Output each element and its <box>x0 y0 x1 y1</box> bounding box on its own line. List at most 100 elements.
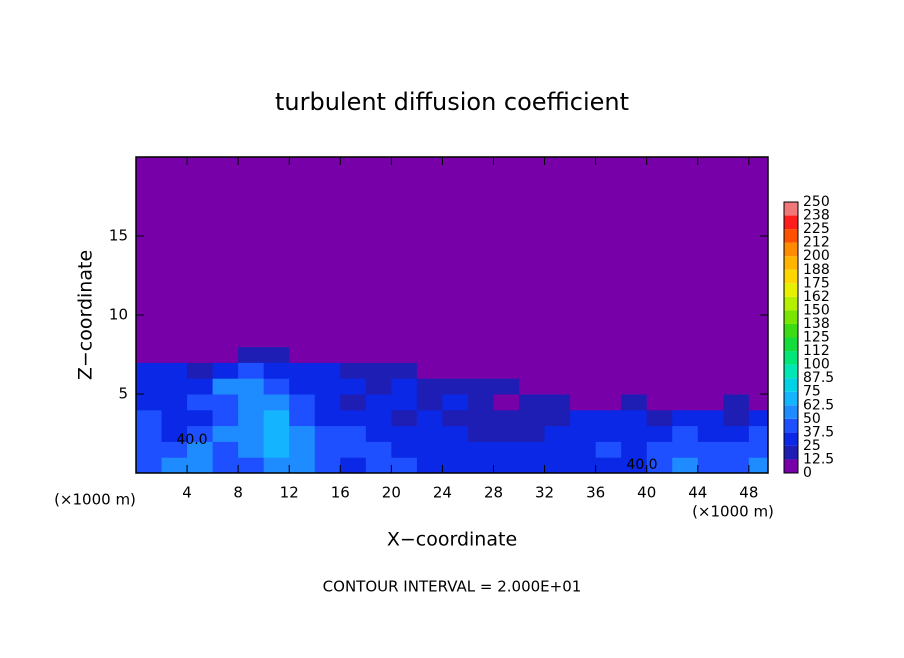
x-tick-label: 44 <box>688 484 707 502</box>
cell <box>672 409 699 427</box>
x-tick-label: 12 <box>280 484 299 502</box>
cell <box>570 457 597 473</box>
cell <box>187 378 214 395</box>
cell <box>621 330 648 348</box>
cell <box>391 409 418 427</box>
cell <box>493 346 520 363</box>
cell <box>595 330 622 348</box>
cell <box>697 315 724 332</box>
cell <box>136 409 163 427</box>
cell <box>748 330 768 348</box>
cell <box>442 441 469 458</box>
cell <box>646 409 673 427</box>
cell <box>467 441 494 458</box>
cell <box>416 394 443 411</box>
cell <box>672 425 699 442</box>
cell <box>467 409 494 427</box>
cell <box>416 346 443 363</box>
cell <box>263 362 290 379</box>
cell <box>365 457 392 473</box>
cell <box>187 457 214 473</box>
cell <box>187 346 214 363</box>
cell <box>314 346 341 363</box>
cell <box>136 457 163 473</box>
cell <box>595 409 622 427</box>
cell <box>289 425 316 442</box>
cell <box>595 346 622 363</box>
cell <box>595 362 622 379</box>
colorbar-band <box>784 418 798 433</box>
contour-note: CONTOUR INTERVAL = 2.000E+01 <box>323 578 582 596</box>
cell <box>212 441 239 458</box>
colorbar-band <box>784 337 798 352</box>
cell <box>416 315 443 332</box>
colorbar-label: 125 <box>803 330 830 346</box>
cell <box>646 362 673 379</box>
cell <box>723 346 750 363</box>
cell <box>442 409 469 427</box>
cell <box>187 362 214 379</box>
cell <box>646 457 673 473</box>
cell <box>136 330 163 348</box>
cell <box>187 330 214 348</box>
cell <box>212 346 239 363</box>
colorbar-band <box>784 391 798 406</box>
colorbar-label: 138 <box>803 316 830 332</box>
cell <box>238 425 265 442</box>
cell <box>723 409 750 427</box>
cell <box>340 330 367 348</box>
cell <box>136 346 163 363</box>
field <box>136 157 768 473</box>
cell <box>340 441 367 458</box>
cell <box>391 457 418 473</box>
colorbar-label: 150 <box>803 302 830 318</box>
cell <box>748 394 768 411</box>
cell <box>314 362 341 379</box>
colorbar-band <box>784 283 798 297</box>
colorbar-label: 12.5 <box>803 451 834 467</box>
cell <box>646 441 673 458</box>
x-tick-label: 8 <box>233 484 243 502</box>
x-tick-label: 24 <box>433 484 452 502</box>
cell <box>212 330 239 348</box>
cell <box>544 425 571 442</box>
cell <box>570 346 597 363</box>
colorbar-label: 175 <box>803 275 830 291</box>
x-tick-label: 4 <box>182 484 192 502</box>
cell <box>544 315 571 332</box>
colorbar-label: 238 <box>803 208 830 224</box>
cell <box>748 409 768 427</box>
colorbar-label: 25 <box>803 438 821 454</box>
cell <box>595 441 622 458</box>
colorbar-label: 225 <box>803 221 830 237</box>
colorbar-label: 100 <box>803 357 830 373</box>
cell <box>570 425 597 442</box>
cell <box>621 409 648 427</box>
colorbar-band <box>784 229 798 243</box>
colorbar-label: 212 <box>803 235 830 251</box>
cell <box>161 457 188 473</box>
cell <box>161 425 188 442</box>
cell <box>493 425 520 442</box>
cell <box>621 346 648 363</box>
cell <box>570 394 597 411</box>
cell <box>161 362 188 379</box>
chart-title: turbulent diffusion coefficient <box>275 88 629 116</box>
x-unit-label: (×1000 m) <box>54 491 136 509</box>
x-unit-label: (×1000 m) <box>692 503 774 521</box>
colorbar-label: 50 <box>803 411 821 427</box>
cell <box>493 362 520 379</box>
cell <box>136 315 163 332</box>
cell <box>391 362 418 379</box>
contour-label: 40.0 <box>176 432 207 448</box>
cell <box>544 394 571 411</box>
colorbar-band <box>784 256 798 270</box>
cell <box>646 425 673 442</box>
cell <box>442 394 469 411</box>
cell <box>238 362 265 379</box>
cell <box>187 425 214 442</box>
cell <box>263 441 290 458</box>
cell <box>723 362 750 379</box>
cell <box>391 346 418 363</box>
cell <box>416 409 443 427</box>
